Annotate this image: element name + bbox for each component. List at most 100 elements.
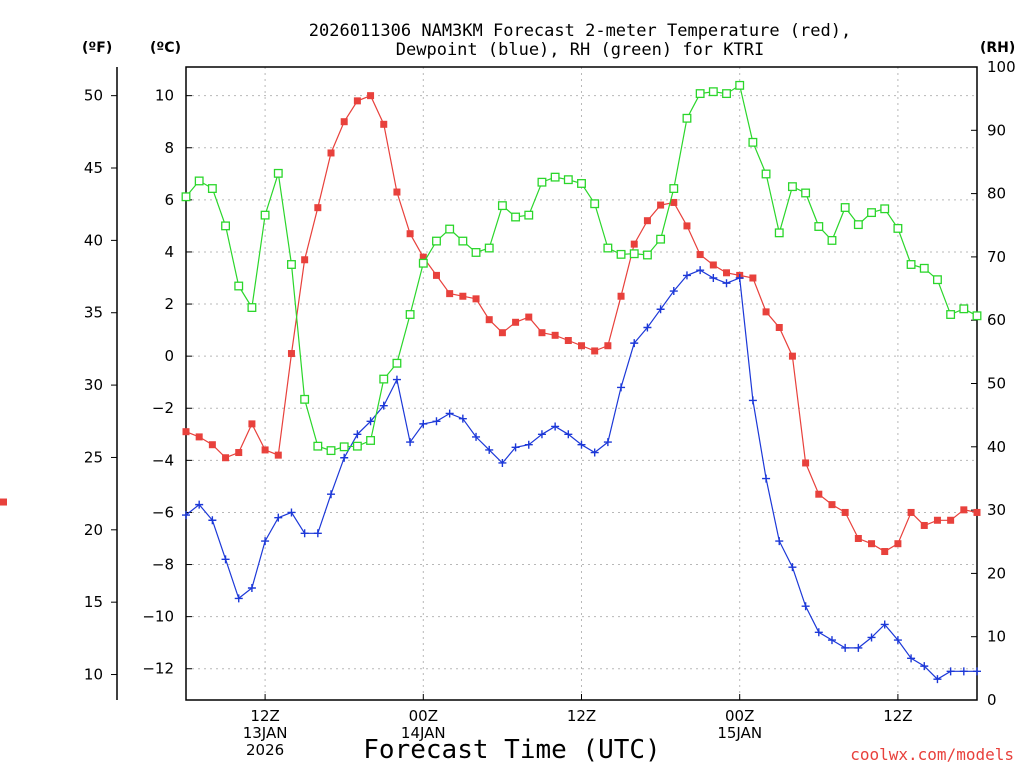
rh-point	[919, 263, 929, 273]
rh-tick-label: 70	[987, 248, 1006, 266]
2-meter-temperature-point	[960, 506, 968, 514]
dewpoint-point	[313, 529, 322, 538]
x-tick-label: 12Z	[567, 707, 596, 725]
2-meter-temperature-point	[630, 240, 638, 248]
rh-tick-label: 50	[987, 375, 1006, 393]
rh-point	[972, 311, 982, 321]
dewpoint-point	[366, 417, 375, 426]
rh-point	[497, 201, 507, 211]
dewpoint-point	[893, 636, 902, 645]
fahrenheit-tick-label: 35	[84, 304, 103, 322]
rh-point	[629, 249, 639, 259]
rh-tick-label: 60	[987, 311, 1006, 329]
2-meter-temperature-point	[920, 521, 928, 529]
2-meter-temperature-point	[868, 540, 876, 548]
rh-unit-label: (RH)	[980, 40, 1015, 56]
rh-point	[563, 175, 573, 185]
2-meter-temperature-point	[0, 498, 7, 506]
dewpoint-point	[801, 602, 810, 611]
dewpoint-point	[907, 654, 916, 663]
dewpoint-point	[340, 453, 349, 462]
dewpoint-point	[247, 583, 256, 592]
dewpoint-point	[827, 636, 836, 645]
2-meter-temperature-point	[696, 251, 704, 259]
celsius-tick-label: 4	[164, 243, 174, 261]
dewpoint-point	[590, 448, 599, 457]
dewpoint-point	[432, 417, 441, 426]
rh-point	[313, 441, 323, 451]
2-meter-temperature-point	[195, 433, 203, 441]
rh-point	[695, 89, 705, 99]
x-tick-label: 15JAN	[717, 724, 762, 742]
fahrenheit-tick-label: 40	[84, 231, 103, 249]
2-meter-temperature-point	[485, 316, 493, 324]
rh-point	[484, 243, 494, 253]
rh-point	[366, 436, 376, 445]
dewpoint-point	[748, 396, 757, 405]
2-meter-temperature-point	[525, 313, 533, 321]
2-meter-temperature-point	[723, 269, 731, 277]
dewpoint-point	[775, 537, 784, 546]
fahrenheit-tick-label: 10	[84, 666, 103, 684]
rh-point	[735, 80, 745, 90]
rh-point	[946, 310, 956, 319]
dewpoint-point	[498, 458, 507, 467]
x-tick-label: 2026	[246, 741, 284, 759]
rh-tick-label: 40	[987, 438, 1006, 456]
fahrenheit-tick-label: 25	[84, 448, 103, 466]
celsius-tick-label: −12	[142, 660, 174, 678]
dewpoint-point	[221, 555, 230, 564]
rh-point	[524, 210, 534, 220]
rh-point	[616, 249, 626, 259]
dewpoint-point	[537, 430, 546, 439]
fahrenheit-tick-label: 45	[84, 159, 103, 177]
2-meter-temperature-point	[973, 508, 981, 516]
dewpoint-point	[959, 667, 968, 676]
dewpoint-point	[722, 279, 731, 288]
dewpoint-point	[854, 643, 863, 652]
dewpoint-point	[577, 440, 586, 449]
rh-point	[933, 275, 942, 285]
2-meter-temperature-point	[775, 323, 783, 331]
rh-point	[814, 222, 824, 231]
fahrenheit-tick-label: 15	[84, 593, 103, 611]
2-meter-temperature-point	[578, 342, 585, 350]
2-meter-temperature-point	[274, 451, 282, 459]
rh-point	[471, 248, 481, 257]
rh-point	[458, 236, 468, 246]
rh-point	[577, 179, 586, 188]
rh-point	[669, 184, 679, 193]
rh-point	[339, 442, 349, 452]
plot-frame	[185, 66, 978, 701]
rh-point	[867, 208, 876, 218]
dewpoint-point	[617, 383, 626, 392]
rh-point	[221, 221, 230, 231]
rh-point	[906, 260, 916, 269]
2-meter-temperature-point	[498, 329, 506, 337]
chart-title-line1: 2026011306 NAM3KM Forecast 2-meter Tempe…	[309, 21, 851, 41]
x-tick-label: 13JAN	[243, 724, 288, 742]
celsius-tick-label: 8	[164, 139, 174, 157]
rh-point	[761, 169, 771, 179]
rh-point	[682, 113, 692, 123]
dewpoint-point	[287, 508, 296, 517]
celsius-tick-label: 6	[164, 191, 174, 209]
x-tick-label: 12Z	[250, 707, 279, 725]
dewpoint-point	[353, 430, 362, 439]
2-meter-temperature-point	[551, 331, 559, 339]
2-meter-temperature-point	[815, 490, 823, 498]
dewpoint-point	[564, 430, 573, 439]
rh-point	[656, 234, 666, 244]
rh-point	[432, 236, 441, 246]
rh-point	[801, 188, 811, 198]
2-meter-temperature-point	[314, 204, 322, 212]
2-meter-temperature-point	[340, 118, 348, 126]
dewpoint-point	[419, 419, 428, 428]
dewpoint-point	[327, 490, 336, 499]
celsius-tick-label: −8	[152, 556, 174, 574]
grid-lines	[186, 67, 977, 700]
rh-tick-label: 0	[987, 691, 997, 709]
2-meter-temperature-point	[881, 548, 889, 556]
dewpoint-point	[472, 432, 481, 441]
